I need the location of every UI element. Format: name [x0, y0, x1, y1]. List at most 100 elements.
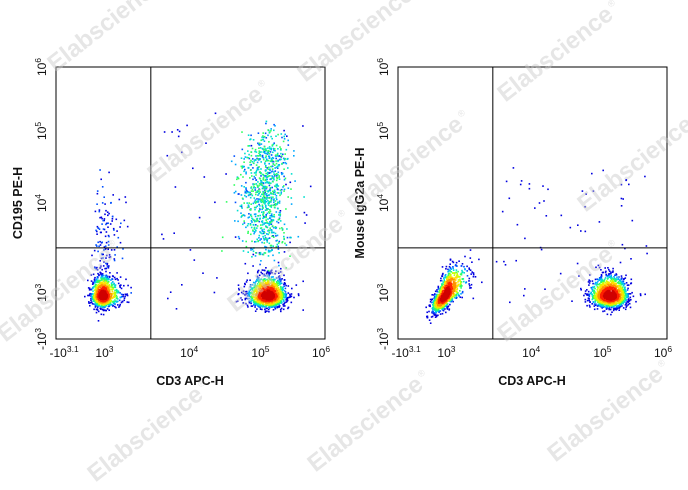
event-dot [259, 217, 261, 220]
event-dot [269, 200, 271, 203]
event-dot [256, 167, 259, 169]
event-dot [257, 200, 259, 203]
event-dot [256, 288, 258, 291]
event-dot [259, 308, 262, 310]
event-dot [238, 289, 240, 291]
event-dot [256, 275, 259, 278]
event-dot [254, 255, 257, 257]
event-dot [272, 280, 275, 282]
event-dot [285, 148, 288, 151]
event-dot [249, 291, 252, 294]
event-dot [240, 297, 242, 299]
event-dot [254, 150, 256, 153]
event-dot [291, 287, 293, 290]
event-dot [98, 210, 101, 213]
event-dot [250, 215, 253, 218]
event-dot [270, 158, 273, 160]
event-dot [264, 190, 267, 192]
event-dot [240, 165, 243, 168]
event-dot [571, 300, 573, 302]
event-dot [542, 185, 544, 187]
event-dot [105, 282, 108, 284]
event-dot [115, 288, 118, 291]
event-dot [124, 295, 126, 298]
event-dot [267, 255, 270, 257]
event-dot [261, 154, 264, 157]
event-dot [277, 192, 280, 194]
event-dot [88, 289, 91, 291]
event-dot [260, 288, 262, 291]
event-dot [267, 204, 270, 206]
event-dot [116, 298, 119, 300]
event-dot [631, 219, 634, 222]
event-dot [434, 316, 437, 318]
event-dot [102, 313, 105, 316]
event-dot [606, 278, 609, 280]
event-dot [273, 214, 275, 216]
event-dot [268, 202, 270, 204]
event-dot [278, 164, 281, 166]
event-dot [284, 296, 286, 299]
event-dot [264, 209, 267, 211]
event-dot [259, 286, 261, 289]
event-dot [216, 277, 218, 279]
event-dot [119, 226, 121, 228]
event-dot [237, 235, 240, 238]
event-dot [279, 280, 282, 283]
event-dot [242, 292, 245, 295]
event-dot [275, 277, 278, 279]
event-dot [104, 267, 106, 270]
event-dot [101, 223, 103, 225]
event-dot [105, 275, 107, 277]
event-dot [444, 274, 447, 276]
event-dot [255, 280, 257, 283]
event-dot [119, 286, 121, 288]
event-dot [272, 190, 274, 193]
event-dot [275, 154, 277, 156]
event-dot [265, 149, 268, 152]
event-dot [257, 142, 259, 145]
event-dot [250, 193, 253, 195]
left-y-axis-title: CD195 PE-H [11, 167, 25, 239]
event-dot [272, 254, 274, 257]
event-dot [290, 203, 293, 205]
event-dot [96, 308, 99, 310]
event-dot [455, 261, 458, 264]
event-dot [279, 288, 281, 291]
event-dot [93, 282, 96, 284]
event-dot [109, 272, 111, 274]
event-dot [269, 227, 271, 229]
event-dot [266, 186, 268, 188]
event-dot [279, 282, 281, 285]
event-dot [271, 219, 274, 221]
event-dot [251, 240, 253, 243]
event-dot [257, 281, 260, 283]
event-dot [261, 221, 264, 224]
event-dot [112, 288, 114, 290]
event-dot [95, 287, 97, 289]
event-dot [279, 308, 282, 311]
event-dot [457, 276, 460, 278]
event-dot [283, 188, 286, 191]
event-dot [92, 290, 94, 292]
event-dot [269, 271, 272, 274]
event-dot [283, 175, 285, 178]
event-dot [269, 221, 271, 223]
event-dot [255, 201, 257, 203]
event-dot [109, 223, 112, 225]
event-dot [280, 172, 283, 174]
event-dot [202, 272, 204, 274]
event-dot [91, 303, 94, 305]
event-dot [96, 284, 98, 287]
event-dot [268, 156, 271, 159]
event-dot [88, 302, 90, 304]
event-dot [276, 239, 278, 242]
event-dot [259, 251, 262, 254]
event-dot [96, 225, 99, 228]
event-dot [119, 303, 121, 306]
event-dot [628, 302, 631, 305]
event-dot [262, 235, 264, 238]
event-dot [258, 198, 260, 200]
event-dot [281, 278, 283, 280]
event-dot [115, 218, 118, 221]
